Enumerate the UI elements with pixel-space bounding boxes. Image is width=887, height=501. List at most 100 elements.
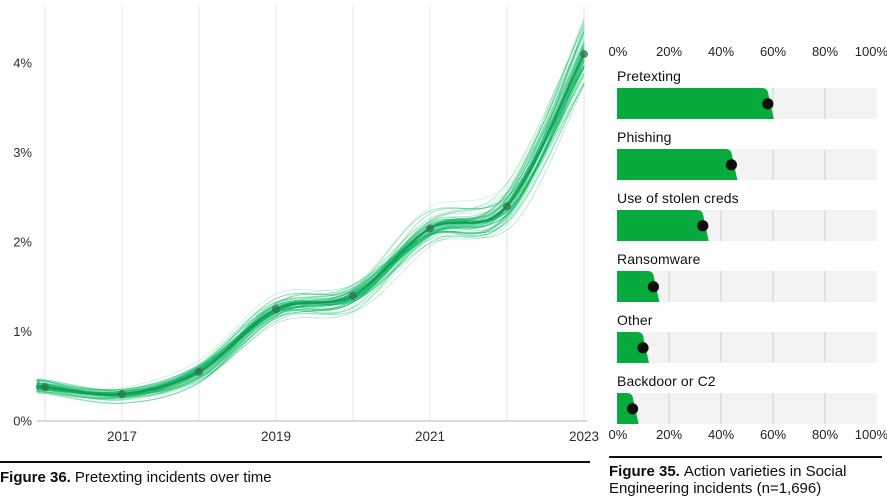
bar-svg xyxy=(617,393,826,424)
y-tick-label: 2% xyxy=(13,235,32,250)
bar-track xyxy=(617,332,877,363)
bar-track xyxy=(617,210,877,241)
x-tick-label: 2017 xyxy=(107,429,137,444)
estimate-dot xyxy=(627,403,639,415)
band-strand xyxy=(36,39,585,395)
bar-label: Phishing xyxy=(617,129,672,145)
estimate-dot xyxy=(647,281,659,293)
axis-tick-label: 80% xyxy=(811,427,839,442)
band-strand xyxy=(36,66,585,397)
bar-track xyxy=(617,88,877,119)
estimate-dot xyxy=(697,220,709,232)
bar-row-backdoor-or-c2: Backdoor or C2 xyxy=(617,373,877,424)
bar-chart-top-axis: 0% 20% 40% 60% 80% 100% xyxy=(609,44,887,59)
figure-35-caption: Figure 35. Action varieties in Social Eng… xyxy=(609,456,882,497)
bar-label: Backdoor or C2 xyxy=(617,373,716,389)
y-tick-label: 4% xyxy=(13,56,32,71)
band-strand xyxy=(36,57,585,405)
bar-label: Ransomware xyxy=(617,251,701,267)
year-dot xyxy=(426,224,434,233)
y-tick-label: 1% xyxy=(13,324,32,339)
estimate-dot xyxy=(637,342,649,354)
estimate-dot xyxy=(725,159,737,171)
bar-fill xyxy=(617,149,738,180)
band-strand xyxy=(36,31,585,404)
band-strand xyxy=(36,42,585,393)
band-strand xyxy=(36,83,585,393)
band-strand xyxy=(36,21,585,401)
bar-row-pretexting: Pretexting xyxy=(617,68,877,119)
bar-chart-rows: Pretexting Phishing Use of stolen creds Ran… xyxy=(617,68,877,434)
axis-tick-label: 20% xyxy=(655,44,683,59)
band-strand xyxy=(37,74,585,391)
band-strand xyxy=(36,52,585,396)
bar-svg xyxy=(617,210,826,241)
band-strand xyxy=(36,54,585,394)
band-strand xyxy=(36,31,585,399)
figure-36-caption-text: Pretexting incidents over time xyxy=(74,469,272,486)
year-dot xyxy=(272,305,280,314)
bar-svg xyxy=(617,149,826,180)
year-dot xyxy=(580,50,588,59)
pretexting-trend-svg: 0% 1% 2% 3% 4% 2017 2019 2021 2023 xyxy=(13,6,599,444)
bar-svg xyxy=(617,271,826,302)
band-strand xyxy=(36,53,585,394)
bar-label: Other xyxy=(617,312,653,328)
axis-tick-label: 20% xyxy=(655,427,683,442)
y-tick-label: 0% xyxy=(13,414,32,429)
bar-row-phishing: Phishing xyxy=(617,129,877,180)
band-strand xyxy=(36,36,585,400)
band-strand xyxy=(36,67,585,395)
figure-35-caption-text: Action varieties in Social Engineering i… xyxy=(609,463,847,497)
axis-tick-label: 0% xyxy=(608,427,628,442)
band-strand xyxy=(36,23,585,400)
axis-tick-label: 40% xyxy=(707,44,735,59)
axis-tick-label: 100% xyxy=(854,44,887,59)
band-strand xyxy=(37,60,585,396)
band-strand xyxy=(36,83,585,397)
year-dot xyxy=(503,202,511,211)
bar-row-use-of-stolen-creds: Use of stolen creds xyxy=(617,190,877,241)
band-strand xyxy=(37,35,585,399)
bar-label: Use of stolen creds xyxy=(617,190,739,206)
band-strand xyxy=(36,18,585,391)
axis-tick-label: 100% xyxy=(854,427,887,442)
band-strand xyxy=(36,60,585,396)
band-strand xyxy=(36,76,585,395)
axis-tick-label: 80% xyxy=(811,44,839,59)
estimate-dot xyxy=(762,98,774,110)
figure-36-caption-label: Figure 36. xyxy=(0,469,71,486)
bar-svg xyxy=(617,88,826,119)
year-dot xyxy=(195,367,203,376)
bar-svg xyxy=(617,332,826,363)
band-strand xyxy=(36,19,585,391)
band-strand xyxy=(36,58,585,398)
y-tick-label: 3% xyxy=(13,145,32,160)
band-strand xyxy=(36,65,585,396)
band-strand xyxy=(36,72,585,391)
band-strand xyxy=(36,68,585,396)
bar-row-ransomware: Ransomware xyxy=(617,251,877,302)
band-strand xyxy=(36,47,585,399)
bar-track xyxy=(617,149,877,180)
band-strand xyxy=(37,26,585,391)
band-strand xyxy=(36,82,585,396)
band-strand xyxy=(37,73,585,399)
band-strand xyxy=(36,76,585,399)
band-strand xyxy=(36,65,585,396)
bar-fill xyxy=(617,332,649,363)
band-strand xyxy=(36,32,585,394)
year-dot xyxy=(349,291,357,300)
bar-track xyxy=(617,271,877,302)
year-dot xyxy=(41,382,49,391)
bar-fill xyxy=(617,210,709,241)
band-strand xyxy=(36,60,585,396)
axis-tick-label: 0% xyxy=(608,44,628,59)
axis-tick-label: 40% xyxy=(707,427,735,442)
axis-tick-label: 60% xyxy=(759,44,787,59)
figure-35-caption-label: Figure 35. xyxy=(609,463,680,480)
bar-fill xyxy=(617,271,660,302)
bar-fill xyxy=(617,88,774,119)
bar-track xyxy=(617,393,877,424)
